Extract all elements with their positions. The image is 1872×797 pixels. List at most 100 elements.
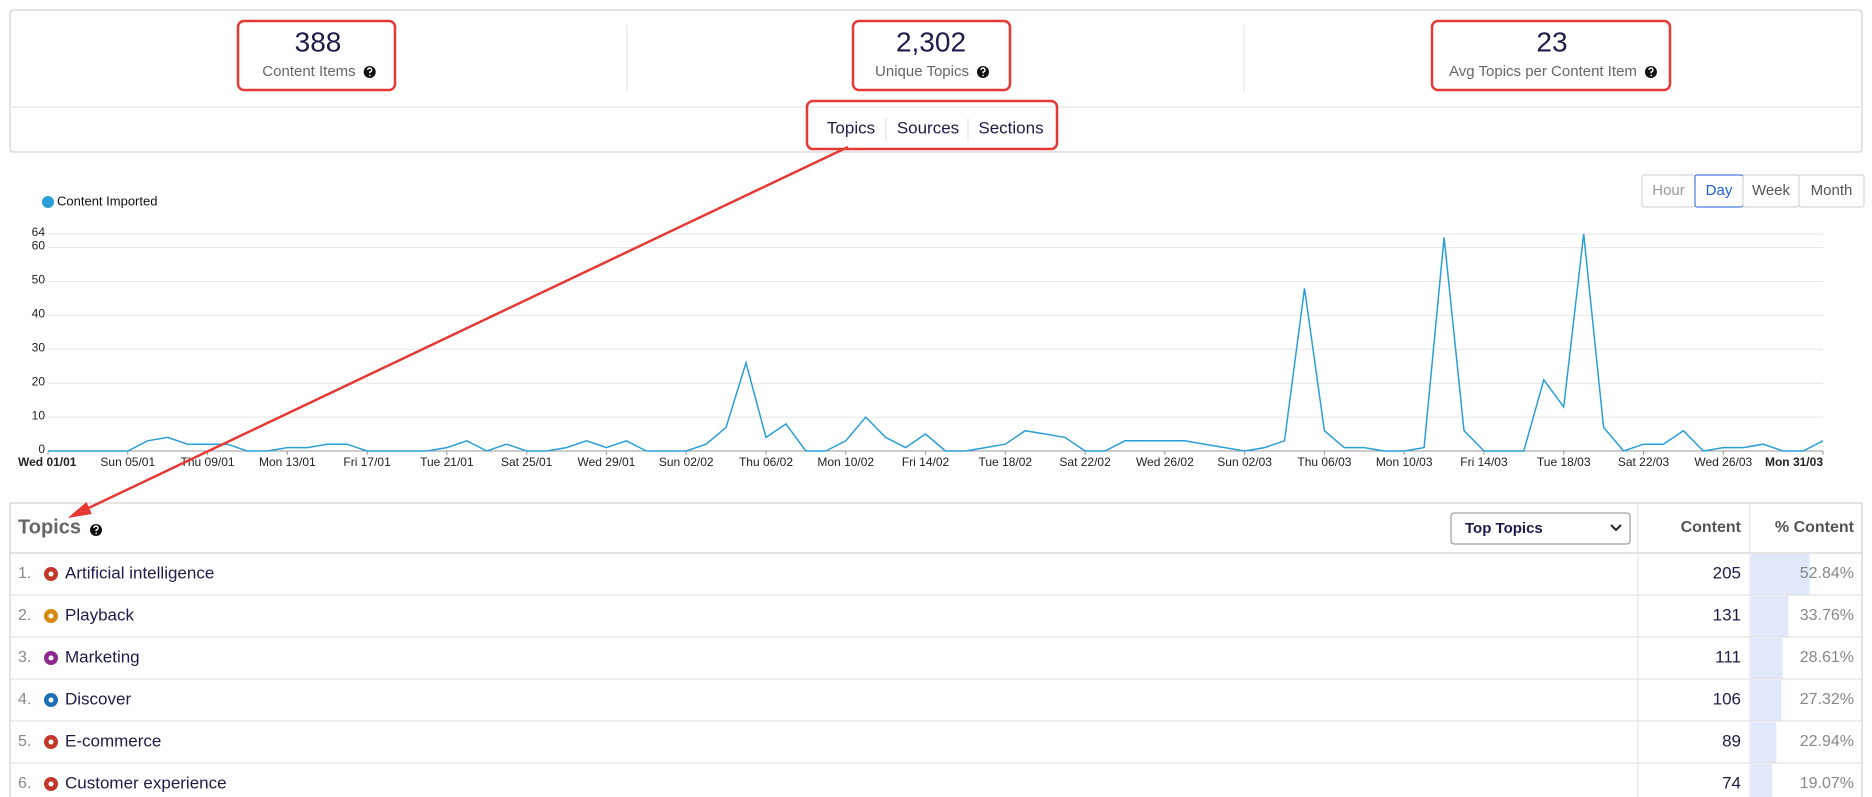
content-percent: 27.32% — [1800, 691, 1854, 708]
x-tick-label: Mon 10/02 — [817, 455, 874, 469]
x-tick-label: Tue 18/02 — [978, 455, 1032, 469]
highlight-box — [805, 99, 1059, 151]
content-count: 111 — [1715, 647, 1741, 666]
x-tick-label: Sat 22/02 — [1059, 455, 1111, 469]
topic-icon-inner — [48, 655, 54, 661]
y-tick-label: 10 — [32, 408, 46, 422]
y-tick-label: 50 — [32, 273, 46, 287]
help-icon — [1644, 66, 1657, 78]
topic-name[interactable]: E-commerce — [65, 731, 161, 750]
granularity-label[interactable]: Day — [1706, 182, 1733, 199]
x-tick-label: Sat 22/03 — [1618, 455, 1670, 469]
y-tick-label: 0 — [38, 442, 45, 456]
topic-name[interactable]: Discover — [65, 689, 131, 708]
x-tick-label: Wed 01/01 — [18, 455, 77, 469]
row-rank: 5. — [18, 733, 31, 750]
tab[interactable]: Sections — [978, 118, 1043, 137]
help-dot — [982, 74, 984, 77]
data-line — [48, 233, 1824, 452]
stat-label: Avg Topics per Content Item — [1449, 63, 1637, 80]
content-percent: 52.84% — [1800, 565, 1854, 582]
granularity-button[interactable] — [1798, 174, 1865, 208]
annotations — [67, 19, 1672, 518]
content-count: 131 — [1713, 605, 1741, 624]
x-tick-label: Sun 02/03 — [1217, 455, 1272, 469]
x-tick-label: Thu 06/02 — [739, 455, 793, 469]
x-tick-label: Tue 21/01 — [420, 455, 474, 469]
help-mark — [366, 67, 373, 74]
row-rank: 6. — [18, 775, 31, 792]
x-tick-label: Sun 02/02 — [659, 455, 714, 469]
x-tick-label: Thu 09/01 — [181, 455, 235, 469]
content-count: 74 — [1722, 773, 1741, 792]
topic-name[interactable]: Playback — [65, 605, 134, 624]
x-tick-label: Mon 31/03 — [1765, 455, 1823, 469]
y-tick-label: 60 — [32, 239, 46, 253]
x-tick-label: Wed 26/03 — [1694, 455, 1752, 469]
help-icon — [363, 66, 376, 78]
help-mark — [1648, 67, 1654, 74]
highlight-box — [851, 19, 1012, 92]
column-header: Content — [1681, 519, 1742, 536]
x-tick-label: Sat 25/01 — [501, 455, 553, 469]
content-percent: 19.07% — [1800, 775, 1854, 792]
x-tick-label: Fri 14/03 — [1460, 455, 1508, 469]
dropdown-caret — [1610, 524, 1622, 532]
row-rank: 1. — [18, 565, 31, 582]
topic-icon-inner — [48, 613, 54, 619]
percent-bar — [1751, 638, 1783, 679]
help-dot — [1650, 74, 1652, 77]
granularity-label[interactable]: Month — [1811, 182, 1853, 199]
highlight-box — [1430, 19, 1672, 92]
topic-icon-inner — [48, 697, 54, 703]
dropdown[interactable] — [1450, 512, 1631, 545]
percent-bar — [1751, 596, 1789, 637]
y-tick-label: 20 — [32, 374, 46, 388]
x-tick-label: Mon 13/01 — [259, 455, 316, 469]
column-header: % Content — [1775, 519, 1855, 536]
tab[interactable]: Sources — [897, 118, 959, 137]
row-rank: 2. — [18, 607, 31, 624]
percent-bar — [1751, 764, 1773, 797]
highlight-box — [236, 19, 397, 92]
content-percent: 28.61% — [1800, 649, 1854, 666]
percent-bar — [1751, 554, 1810, 595]
topic-name[interactable]: Artificial intelligence — [65, 563, 214, 582]
row-rank: 3. — [18, 649, 31, 666]
x-tick-label: Wed 26/02 — [1136, 455, 1194, 469]
topic-icon-inner — [48, 781, 54, 787]
dropdown-label[interactable]: Top Topics — [1465, 520, 1543, 537]
stat-label: Content Items — [262, 63, 355, 80]
percent-bar — [1751, 722, 1777, 763]
help-dot — [369, 74, 371, 77]
stats-panel — [9, 9, 1863, 153]
help-dot — [95, 532, 97, 535]
content-percent: 22.94% — [1800, 733, 1854, 750]
help-icon — [90, 524, 102, 536]
topic-name[interactable]: Marketing — [65, 647, 140, 666]
topic-icon-inner — [48, 571, 54, 577]
x-tick-label: Wed 29/01 — [578, 455, 636, 469]
help-icon — [976, 66, 989, 78]
y-tick-label: 64 — [32, 225, 46, 239]
tab[interactable]: Topics — [827, 118, 875, 137]
stat-label: Unique Topics — [875, 63, 969, 80]
stat-value: 23 — [1536, 26, 1567, 57]
topic-name[interactable]: Customer experience — [65, 773, 227, 792]
content-count: 106 — [1713, 689, 1741, 708]
x-tick-label: Sun 05/01 — [100, 455, 155, 469]
table-panel — [9, 502, 1863, 797]
x-tick-label: Mon 10/03 — [1376, 455, 1433, 469]
stat-value: 388 — [295, 26, 342, 57]
help-mark — [93, 525, 99, 532]
stat-value: 2,302 — [896, 26, 966, 57]
x-tick-label: Tue 18/03 — [1537, 455, 1591, 469]
granularity-label[interactable]: Week — [1752, 182, 1791, 199]
legend-swatch — [42, 196, 54, 208]
help-mark — [980, 67, 986, 74]
arrow-head — [67, 501, 92, 518]
table-title: Topics — [18, 516, 81, 538]
granularity-label[interactable]: Hour — [1652, 182, 1685, 199]
topic-icon-inner — [48, 739, 54, 745]
content-count: 89 — [1722, 731, 1741, 750]
